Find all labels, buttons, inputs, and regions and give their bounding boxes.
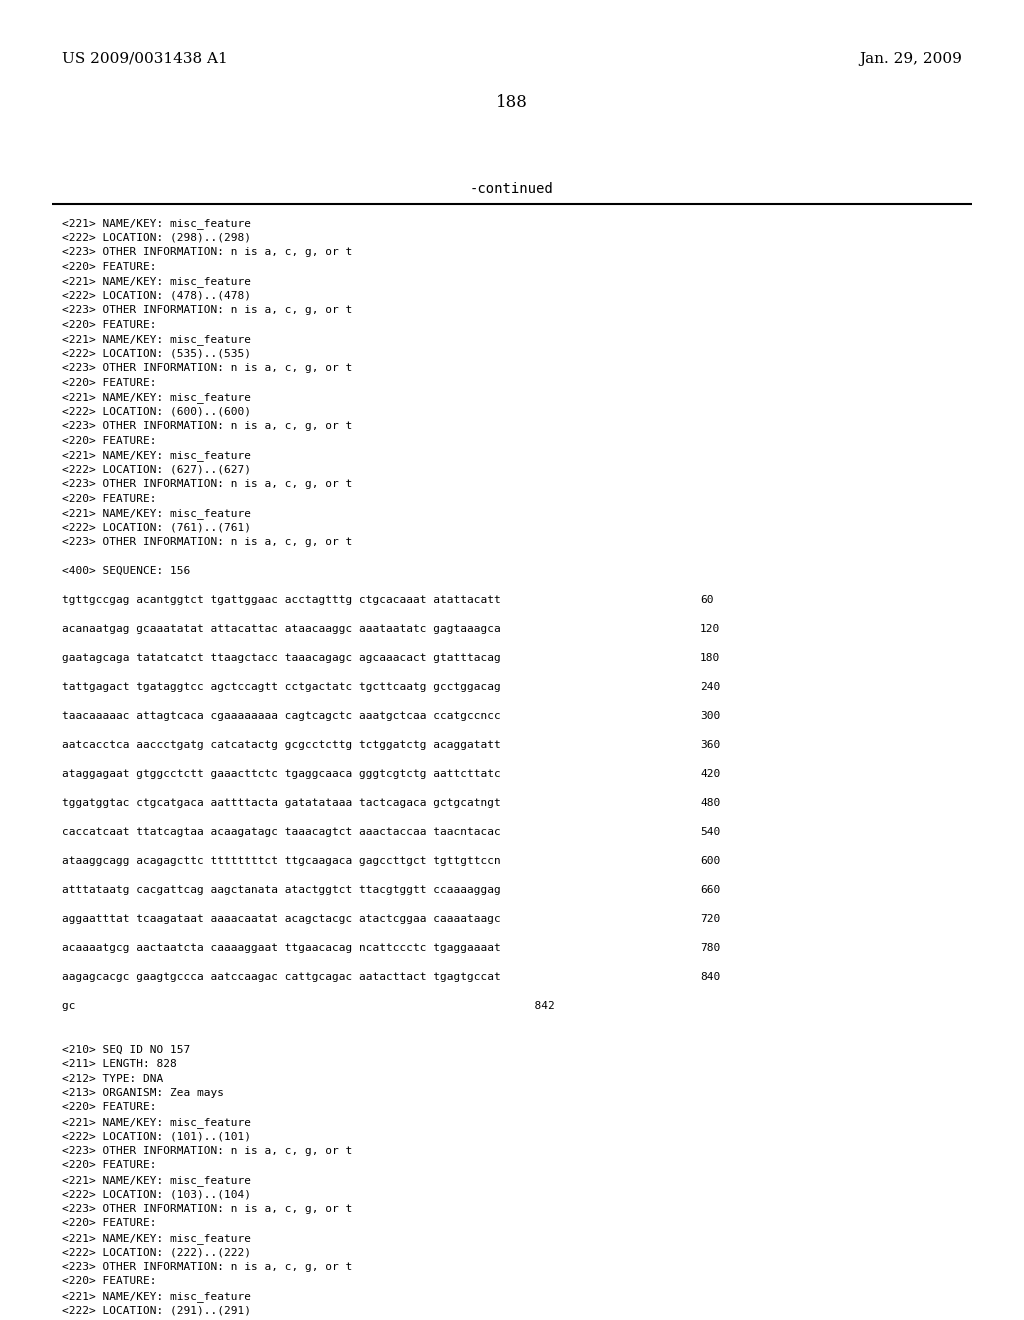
Text: <222> LOCATION: (600)..(600): <222> LOCATION: (600)..(600) [62,407,251,417]
Text: <221> NAME/KEY: misc_feature: <221> NAME/KEY: misc_feature [62,1175,251,1185]
Text: tggatggtac ctgcatgaca aattttacta gatatataaa tactcagaca gctgcatngt: tggatggtac ctgcatgaca aattttacta gatatat… [62,799,501,808]
Text: Jan. 29, 2009: Jan. 29, 2009 [859,51,962,66]
Text: <222> LOCATION: (761)..(761): <222> LOCATION: (761)..(761) [62,523,251,532]
Text: US 2009/0031438 A1: US 2009/0031438 A1 [62,51,227,66]
Text: <222> LOCATION: (627)..(627): <222> LOCATION: (627)..(627) [62,465,251,474]
Text: 300: 300 [700,711,720,721]
Text: 180: 180 [700,653,720,663]
Text: gc                                                                    842: gc 842 [62,1001,555,1011]
Text: 360: 360 [700,741,720,750]
Text: acaaaatgcg aactaatcta caaaaggaat ttgaacacag ncattccctc tgaggaaaat: acaaaatgcg aactaatcta caaaaggaat ttgaaca… [62,942,501,953]
Text: 660: 660 [700,884,720,895]
Text: <212> TYPE: DNA: <212> TYPE: DNA [62,1073,163,1084]
Text: <220> FEATURE:: <220> FEATURE: [62,494,157,503]
Text: ataggagaat gtggcctctt gaaacttctc tgaggcaaca gggtcgtctg aattcttatc: ataggagaat gtggcctctt gaaacttctc tgaggca… [62,770,501,779]
Text: 188: 188 [496,94,528,111]
Text: <220> FEATURE:: <220> FEATURE: [62,319,157,330]
Text: 840: 840 [700,972,720,982]
Text: <220> FEATURE:: <220> FEATURE: [62,261,157,272]
Text: <222> LOCATION: (101)..(101): <222> LOCATION: (101)..(101) [62,1131,251,1142]
Text: <400> SEQUENCE: 156: <400> SEQUENCE: 156 [62,566,190,576]
Text: acanaatgag gcaaatatat attacattac ataacaaggc aaataatatc gagtaaagca: acanaatgag gcaaatatat attacattac ataacaa… [62,624,501,634]
Text: aagagcacgc gaagtgccca aatccaagac cattgcagac aatacttact tgagtgccat: aagagcacgc gaagtgccca aatccaagac cattgca… [62,972,501,982]
Text: <211> LENGTH: 828: <211> LENGTH: 828 [62,1059,177,1069]
Text: 120: 120 [700,624,720,634]
Text: <222> LOCATION: (535)..(535): <222> LOCATION: (535)..(535) [62,348,251,359]
Text: <222> LOCATION: (298)..(298): <222> LOCATION: (298)..(298) [62,232,251,243]
Text: <220> FEATURE:: <220> FEATURE: [62,1160,157,1171]
Text: <223> OTHER INFORMATION: n is a, c, g, or t: <223> OTHER INFORMATION: n is a, c, g, o… [62,247,352,257]
Text: <223> OTHER INFORMATION: n is a, c, g, or t: <223> OTHER INFORMATION: n is a, c, g, o… [62,1204,352,1214]
Text: <223> OTHER INFORMATION: n is a, c, g, or t: <223> OTHER INFORMATION: n is a, c, g, o… [62,1146,352,1156]
Text: <221> NAME/KEY: misc_feature: <221> NAME/KEY: misc_feature [62,1291,251,1302]
Text: <220> FEATURE:: <220> FEATURE: [62,1276,157,1287]
Text: 60: 60 [700,595,714,605]
Text: 720: 720 [700,913,720,924]
Text: aggaatttat tcaagataat aaaacaatat acagctacgc atactcggaa caaaataagc: aggaatttat tcaagataat aaaacaatat acagcta… [62,913,501,924]
Text: 420: 420 [700,770,720,779]
Text: 240: 240 [700,682,720,692]
Text: 480: 480 [700,799,720,808]
Text: <221> NAME/KEY: misc_feature: <221> NAME/KEY: misc_feature [62,334,251,345]
Text: taacaaaaac attagtcaca cgaaaaaaaa cagtcagctc aaatgctcaa ccatgccncc: taacaaaaac attagtcaca cgaaaaaaaa cagtcag… [62,711,501,721]
Text: <222> LOCATION: (478)..(478): <222> LOCATION: (478)..(478) [62,290,251,301]
Text: <223> OTHER INFORMATION: n is a, c, g, or t: <223> OTHER INFORMATION: n is a, c, g, o… [62,537,352,546]
Text: <210> SEQ ID NO 157: <210> SEQ ID NO 157 [62,1044,190,1055]
Text: <221> NAME/KEY: misc_feature: <221> NAME/KEY: misc_feature [62,508,251,519]
Text: <222> LOCATION: (291)..(291): <222> LOCATION: (291)..(291) [62,1305,251,1316]
Text: <222> LOCATION: (222)..(222): <222> LOCATION: (222)..(222) [62,1247,251,1258]
Text: <220> FEATURE:: <220> FEATURE: [62,378,157,388]
Text: 780: 780 [700,942,720,953]
Text: <221> NAME/KEY: misc_feature: <221> NAME/KEY: misc_feature [62,218,251,228]
Text: 600: 600 [700,855,720,866]
Text: <221> NAME/KEY: misc_feature: <221> NAME/KEY: misc_feature [62,1117,251,1127]
Text: gaatagcaga tatatcatct ttaagctacc taaacagagc agcaaacact gtatttacag: gaatagcaga tatatcatct ttaagctacc taaacag… [62,653,501,663]
Text: <223> OTHER INFORMATION: n is a, c, g, or t: <223> OTHER INFORMATION: n is a, c, g, o… [62,1262,352,1272]
Text: <222> LOCATION: (103)..(104): <222> LOCATION: (103)..(104) [62,1189,251,1200]
Text: -continued: -continued [470,182,554,195]
Text: <221> NAME/KEY: misc_feature: <221> NAME/KEY: misc_feature [62,392,251,403]
Text: atttataatg cacgattcag aagctanata atactggtct ttacgtggtt ccaaaaggag: atttataatg cacgattcag aagctanata atactgg… [62,884,501,895]
Text: <220> FEATURE:: <220> FEATURE: [62,1218,157,1229]
Text: tattgagact tgataggtcc agctccagtt cctgactatc tgcttcaatg gcctggacag: tattgagact tgataggtcc agctccagtt cctgact… [62,682,501,692]
Text: <213> ORGANISM: Zea mays: <213> ORGANISM: Zea mays [62,1088,224,1098]
Text: <223> OTHER INFORMATION: n is a, c, g, or t: <223> OTHER INFORMATION: n is a, c, g, o… [62,305,352,315]
Text: <220> FEATURE:: <220> FEATURE: [62,436,157,446]
Text: <223> OTHER INFORMATION: n is a, c, g, or t: <223> OTHER INFORMATION: n is a, c, g, o… [62,363,352,374]
Text: <221> NAME/KEY: misc_feature: <221> NAME/KEY: misc_feature [62,1233,251,1243]
Text: tgttgccgag acantggtct tgattggaac acctagtttg ctgcacaaat atattacatt: tgttgccgag acantggtct tgattggaac acctagt… [62,595,501,605]
Text: aatcacctca aaccctgatg catcatactg gcgcctcttg tctggatctg acaggatatt: aatcacctca aaccctgatg catcatactg gcgcctc… [62,741,501,750]
Text: <221> NAME/KEY: misc_feature: <221> NAME/KEY: misc_feature [62,450,251,461]
Text: <223> OTHER INFORMATION: n is a, c, g, or t: <223> OTHER INFORMATION: n is a, c, g, o… [62,479,352,488]
Text: <221> NAME/KEY: misc_feature: <221> NAME/KEY: misc_feature [62,276,251,286]
Text: caccatcaat ttatcagtaa acaagatagc taaacagtct aaactaccaa taacntacac: caccatcaat ttatcagtaa acaagatagc taaacag… [62,828,501,837]
Text: 540: 540 [700,828,720,837]
Text: ataaggcagg acagagcttc ttttttttct ttgcaagaca gagccttgct tgttgttccn: ataaggcagg acagagcttc ttttttttct ttgcaag… [62,855,501,866]
Text: <223> OTHER INFORMATION: n is a, c, g, or t: <223> OTHER INFORMATION: n is a, c, g, o… [62,421,352,432]
Text: <220> FEATURE:: <220> FEATURE: [62,1102,157,1113]
